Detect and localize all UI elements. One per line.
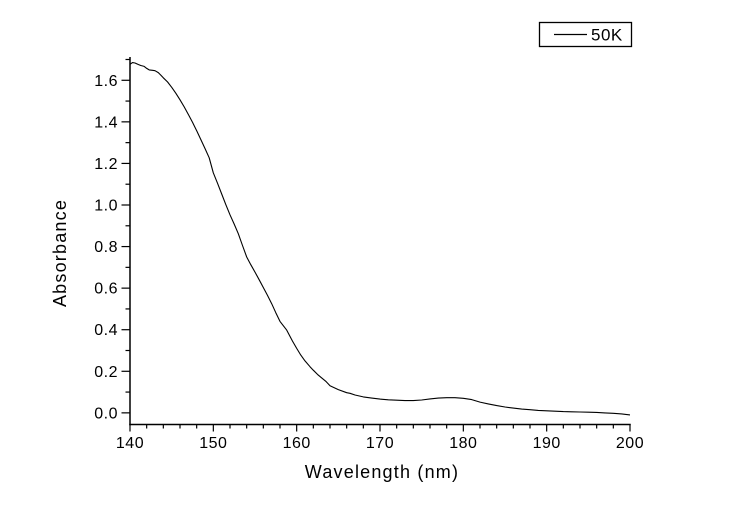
series-lines — [129, 62, 631, 416]
legend-label: 50K — [591, 26, 623, 45]
y-tick-label: 0.0 — [94, 405, 118, 422]
x-tick-label: 150 — [199, 435, 227, 452]
x-tick-label: 170 — [366, 435, 394, 452]
x-tick-label: 160 — [283, 435, 311, 452]
y-tick-label: 1.2 — [94, 156, 118, 173]
tick-labels: 140 150 160 170 180 190 200 0.0 0.2 0.4 0.6 0.8 1.0 1… — [94, 73, 644, 452]
axis-ticks — [121, 58, 631, 432]
y-tick-label: 1.0 — [94, 197, 118, 214]
y-axis-title: Absorbance — [50, 199, 70, 307]
y-tick-label: 0.8 — [94, 239, 118, 256]
axis-lines — [129, 57, 631, 426]
series-line-50K — [129, 62, 631, 416]
y-tick-label: 1.4 — [94, 114, 118, 131]
y-tick-label: 0.4 — [94, 322, 118, 339]
x-tick-label: 180 — [449, 435, 477, 452]
x-tick-label: 190 — [533, 435, 561, 452]
x-axis-title: Wavelength (nm) — [305, 462, 459, 482]
y-tick-label: 1.6 — [94, 73, 118, 90]
x-tick-label: 200 — [616, 435, 644, 452]
y-tick-label: 0.6 — [94, 281, 118, 298]
legend: 50K — [538, 21, 633, 48]
y-tick-label: 0.2 — [94, 364, 118, 381]
x-tick-label: 140 — [116, 435, 144, 452]
